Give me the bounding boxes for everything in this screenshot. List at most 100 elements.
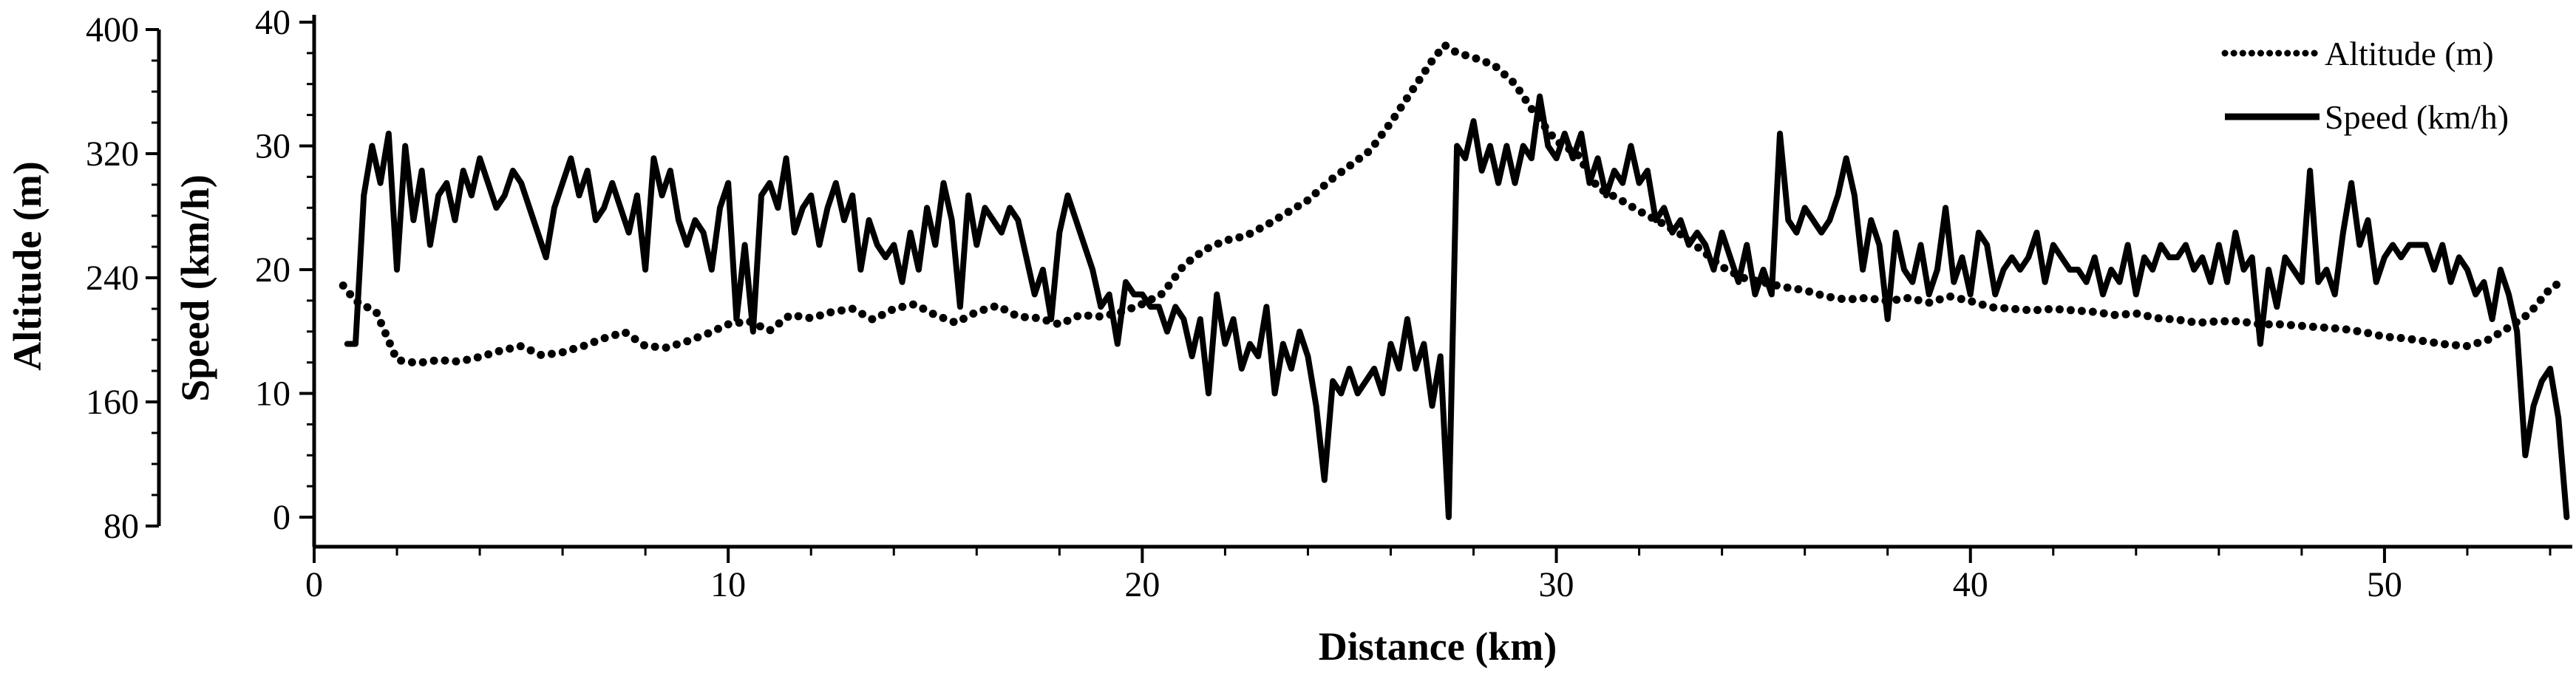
speed-axis: 0 10 20 30 40 Speed (km/h)	[173, 3, 316, 547]
altitude-point	[2055, 305, 2064, 314]
altitude-point	[1935, 295, 1944, 304]
altitude-point	[1805, 287, 1814, 296]
altitude-point	[1204, 244, 1212, 253]
altitude-point	[2144, 312, 2152, 321]
altitude-point	[1265, 219, 1274, 228]
distance-ticks: 0 10 20 30 40 50	[305, 547, 2552, 604]
altitude-point	[1138, 300, 1146, 309]
altitude-point	[1063, 316, 1072, 325]
altitude-point	[1694, 243, 1702, 252]
altitude-point	[1859, 294, 1868, 303]
altitude-point	[1826, 293, 1835, 301]
altitude-point	[939, 313, 948, 322]
altitude-point	[1010, 310, 1019, 319]
altitude-point	[672, 340, 681, 349]
altitude-point	[590, 338, 599, 346]
altitude-point	[704, 329, 713, 338]
distance-tick-label: 0	[305, 565, 323, 604]
altitude-point	[390, 349, 398, 358]
altitude-point	[2331, 324, 2339, 332]
altitude-point	[1053, 319, 1061, 328]
altitude-point	[1450, 47, 1459, 56]
altitude-point	[1355, 154, 1364, 163]
altitude-point	[1396, 103, 1405, 112]
altitude-point	[908, 300, 917, 309]
altitude-point	[2110, 310, 2119, 319]
altitude-point	[1472, 54, 1481, 63]
altitude-point	[848, 304, 857, 313]
altitude-point	[2176, 315, 2185, 324]
altitude-point	[888, 306, 896, 314]
altitude-point	[2077, 307, 2086, 315]
altitude-point	[2099, 309, 2108, 318]
altitude-point	[2132, 310, 2141, 318]
altitude-point	[1127, 304, 1136, 313]
altitude-point	[1337, 168, 1346, 177]
altitude-point	[2521, 312, 2530, 321]
altitude-point	[640, 341, 648, 349]
altitude-point	[1957, 295, 1965, 304]
altitude-point	[2198, 318, 2207, 327]
altitude-tick-label: 160	[86, 383, 139, 422]
altitude-point	[2374, 331, 2383, 340]
altitude-point	[2552, 280, 2560, 289]
altitude-point	[1346, 161, 1355, 170]
altitude-point	[1925, 298, 1934, 307]
altitude-point	[1657, 219, 1666, 228]
altitude-point	[837, 306, 846, 315]
altitude-point	[2297, 321, 2306, 330]
altitude-point	[868, 315, 877, 324]
altitude-point	[600, 334, 609, 343]
altitude-point	[1892, 296, 1901, 304]
altitude-point	[784, 313, 792, 321]
altitude-point	[2529, 304, 2538, 313]
altitude-series	[339, 41, 2560, 366]
altitude-point	[1434, 48, 1443, 57]
altitude-point	[1171, 273, 1180, 281]
altitude-point	[1235, 233, 1244, 242]
altitude-point	[979, 305, 988, 314]
altitude-point	[1628, 202, 1637, 211]
altitude-point	[2441, 340, 2449, 349]
altitude-point	[363, 303, 372, 312]
altitude-point	[1441, 41, 1450, 50]
altitude-point	[1870, 295, 1879, 304]
altitude-point	[2484, 335, 2492, 344]
altitude-point	[377, 318, 385, 327]
altitude-axis: 80 160 240 320 400 Altitude (m)	[5, 10, 161, 546]
altitude-point	[2503, 324, 2512, 332]
altitude-point	[1521, 95, 1530, 104]
altitude-point	[858, 310, 867, 318]
speed-ticks: 0 10 20 30 40	[255, 3, 314, 537]
altitude-point	[2154, 314, 2163, 323]
altitude-point	[1194, 250, 1203, 259]
altitude-point	[1186, 256, 1194, 265]
altitude-point	[1384, 121, 1393, 130]
altitude-point	[949, 318, 958, 327]
altitude-point	[1274, 214, 1283, 222]
altitude-point	[526, 346, 535, 355]
altitude-point	[2308, 322, 2317, 331]
speed-tick-label: 0	[273, 498, 290, 537]
altitude-point	[1515, 86, 1524, 95]
altitude-point	[2187, 318, 2196, 327]
altitude-point	[1618, 197, 1627, 205]
altitude-point	[775, 319, 784, 328]
altitude-point	[2353, 327, 2362, 335]
altitude-point	[990, 302, 999, 311]
altitude-point	[2385, 332, 2394, 341]
altitude-point	[2543, 287, 2552, 296]
altitude-point	[1000, 305, 1009, 314]
altitude-point	[724, 320, 733, 329]
distance-axis-title: Distance (km)	[1319, 624, 1557, 669]
altitude-point	[826, 308, 835, 317]
altitude-point	[631, 335, 639, 344]
altitude-tick-label: 400	[86, 10, 139, 49]
altitude-point	[2364, 329, 2373, 338]
altitude-point	[1284, 208, 1293, 216]
altitude-point	[2066, 306, 2075, 315]
altitude-point	[1720, 264, 1729, 273]
altitude-point	[2165, 315, 2174, 324]
altitude-point	[2452, 341, 2460, 349]
altitude-point	[1328, 174, 1337, 183]
